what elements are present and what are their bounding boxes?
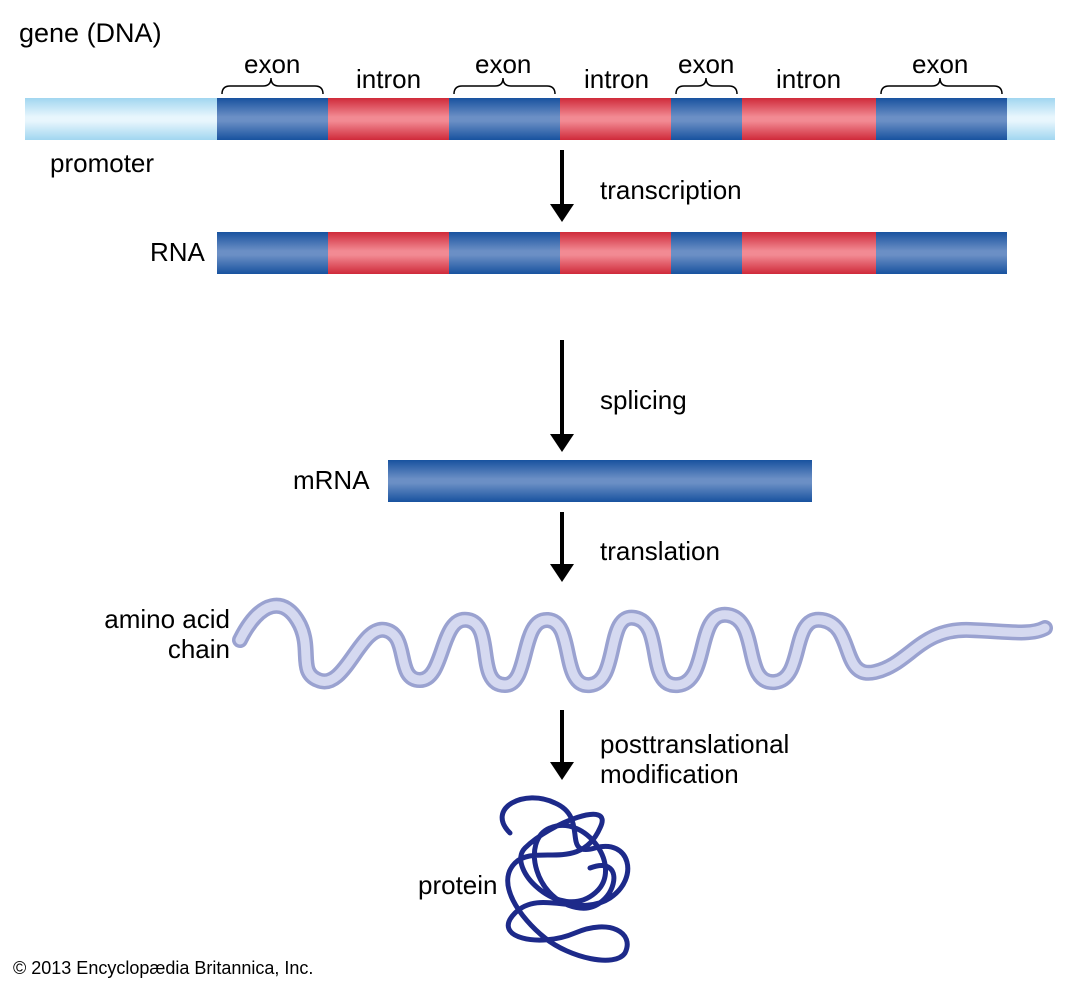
dna-strand — [25, 98, 1055, 140]
mrna-strand — [388, 460, 812, 502]
exon-braces — [222, 78, 1002, 94]
rna-strand — [217, 232, 1007, 274]
diagram-svg — [0, 0, 1080, 990]
protein-tangle — [502, 798, 628, 960]
amino-acid-chain — [240, 606, 1045, 685]
